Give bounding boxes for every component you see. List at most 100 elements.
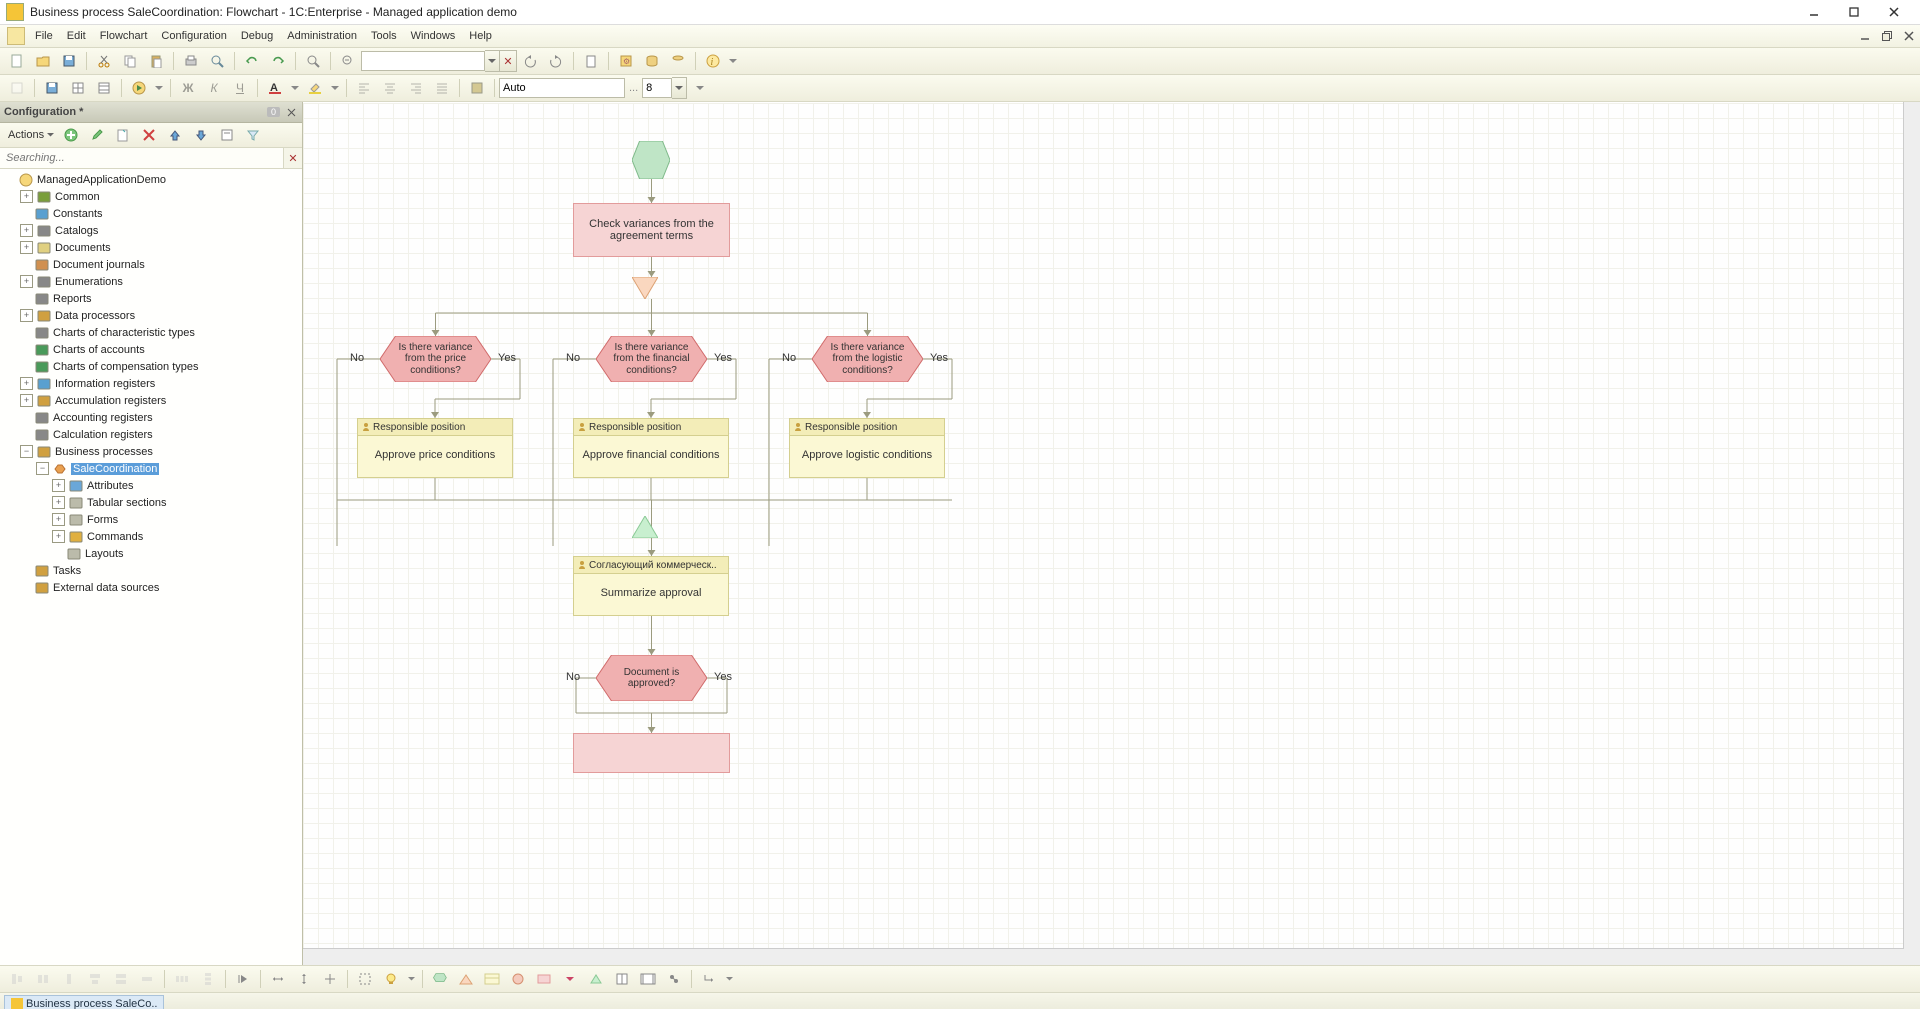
tree-item[interactable]: Charts of compensation types — [0, 358, 302, 375]
window-minimize-button[interactable] — [1794, 1, 1834, 23]
action-node[interactable]: Check variances from the agreement terms — [573, 203, 730, 257]
search-clear-button[interactable]: ✕ — [500, 50, 517, 72]
tree-item[interactable]: Tasks — [0, 562, 302, 579]
task-summarize[interactable]: Согласующий коммерческ..Summarize approv… — [573, 556, 729, 616]
find-button[interactable] — [301, 49, 325, 73]
window-close-button[interactable] — [1874, 1, 1914, 23]
menu-help[interactable]: Help — [462, 27, 499, 45]
tree-item[interactable]: Document journals — [0, 256, 302, 273]
underline-button[interactable]: Ч — [228, 76, 252, 100]
decision-price[interactable]: Is there variance from the price conditi… — [380, 336, 491, 382]
tree-bp-child[interactable]: +Commands — [0, 528, 302, 545]
window-maximize-button[interactable] — [1834, 1, 1874, 23]
shape-merge-button[interactable] — [584, 967, 608, 991]
menu-file[interactable]: File — [28, 27, 60, 45]
search-input[interactable] — [361, 51, 485, 71]
width-input[interactable] — [499, 78, 625, 98]
menu-flowchart[interactable]: Flowchart — [93, 27, 155, 45]
tree-item[interactable]: +Accumulation registers — [0, 392, 302, 409]
merge-node[interactable] — [632, 516, 658, 538]
tree-bp-child[interactable]: +Attributes — [0, 477, 302, 494]
shape-circle-button[interactable] — [506, 967, 530, 991]
mdi-close-button[interactable] — [1900, 29, 1918, 43]
action-delete-button[interactable] — [137, 123, 161, 147]
undo-button[interactable] — [240, 49, 264, 73]
run-button[interactable] — [127, 76, 151, 100]
find-prev-button[interactable] — [518, 49, 542, 73]
help-dropdown-button[interactable] — [726, 51, 740, 71]
tree-bp-child[interactable]: Layouts — [0, 545, 302, 562]
tree-item[interactable]: +Common — [0, 188, 302, 205]
align-justify-button[interactable] — [430, 76, 454, 100]
tree-item[interactable]: +Enumerations — [0, 273, 302, 290]
tree-item[interactable]: Constants — [0, 205, 302, 222]
decision-approved[interactable]: Document is approved? — [596, 655, 707, 701]
clipboard-button[interactable] — [579, 49, 603, 73]
menu-tools[interactable]: Tools — [364, 27, 404, 45]
menu-debug[interactable]: Debug — [234, 27, 280, 45]
bottom-lamp-dropdown[interactable] — [404, 969, 418, 989]
tree-item[interactable]: Calculation registers — [0, 426, 302, 443]
vertical-scrollbar[interactable] — [1903, 102, 1920, 949]
task-logistic[interactable]: Responsible positionApprove logistic con… — [789, 418, 945, 478]
bottom-align6-button[interactable] — [135, 967, 159, 991]
run-dropdown-button[interactable] — [152, 78, 166, 98]
paste-button[interactable] — [144, 49, 168, 73]
italic-button[interactable]: К — [202, 76, 226, 100]
redo-button[interactable] — [266, 49, 290, 73]
script-button[interactable]: ⚙ — [614, 49, 638, 73]
action-filter-button[interactable] — [241, 123, 265, 147]
tree-item[interactable]: +Catalogs — [0, 222, 302, 239]
bottom-dist1-button[interactable] — [170, 967, 194, 991]
config-search-input[interactable] — [0, 148, 283, 168]
connector-dropdown[interactable] — [722, 969, 736, 989]
tb2-save-button[interactable] — [40, 76, 64, 100]
task-price[interactable]: Responsible positionApprove price condit… — [357, 418, 513, 478]
menu-administration[interactable]: Administration — [280, 27, 364, 45]
split-node[interactable] — [632, 277, 658, 299]
obj-button[interactable] — [465, 76, 489, 100]
shape-link-button[interactable] — [662, 967, 686, 991]
decision-financial[interactable]: Is there variance from the financial con… — [596, 336, 707, 382]
shape-action-button[interactable] — [532, 967, 556, 991]
bottom-align4-button[interactable] — [83, 967, 107, 991]
bottom-width-button[interactable] — [266, 967, 290, 991]
new-button[interactable] — [5, 49, 29, 73]
shape-decision-button[interactable] — [558, 967, 582, 991]
shape-split-button[interactable] — [610, 967, 634, 991]
help-button[interactable]: i — [701, 49, 725, 73]
shape-start-button[interactable] — [428, 967, 452, 991]
search-dropdown-button[interactable] — [485, 50, 500, 72]
horizontal-scrollbar[interactable] — [303, 948, 1904, 965]
db2-button[interactable] — [666, 49, 690, 73]
menu-windows[interactable]: Windows — [404, 27, 463, 45]
tree-item[interactable]: Reports — [0, 290, 302, 307]
mdi-minimize-button[interactable] — [1856, 29, 1874, 43]
fontsize-dropdown[interactable] — [672, 77, 687, 99]
menu-configuration[interactable]: Configuration — [154, 27, 233, 45]
tree-item[interactable]: +Documents — [0, 239, 302, 256]
copy-button[interactable] — [118, 49, 142, 73]
bottom-height-button[interactable] — [292, 967, 316, 991]
bold-button[interactable]: Ж — [176, 76, 200, 100]
tb2-btn1[interactable] — [5, 76, 29, 100]
print-button[interactable] — [179, 49, 203, 73]
zoom-button[interactable] — [336, 49, 360, 73]
tree-item[interactable]: External data sources — [0, 579, 302, 596]
preview-button[interactable] — [205, 49, 229, 73]
action-edit-button[interactable] — [85, 123, 109, 147]
bottom-group-button[interactable] — [353, 967, 377, 991]
bottom-dist2-button[interactable] — [196, 967, 220, 991]
tree-bp-child[interactable]: +Forms — [0, 511, 302, 528]
align-right-button[interactable] — [404, 76, 428, 100]
tb2-table-button[interactable] — [66, 76, 90, 100]
shape-end-button[interactable] — [454, 967, 478, 991]
action-up-button[interactable] — [163, 123, 187, 147]
menu-edit[interactable]: Edit — [60, 27, 93, 45]
bottom-size-button[interactable] — [318, 967, 342, 991]
bg-color-dropdown[interactable] — [328, 78, 342, 98]
tree-item[interactable]: +Data processors — [0, 307, 302, 324]
action-add-button[interactable] — [59, 123, 83, 147]
tree-bp[interactable]: −Business processes — [0, 443, 302, 460]
tree-item[interactable]: +Information registers — [0, 375, 302, 392]
